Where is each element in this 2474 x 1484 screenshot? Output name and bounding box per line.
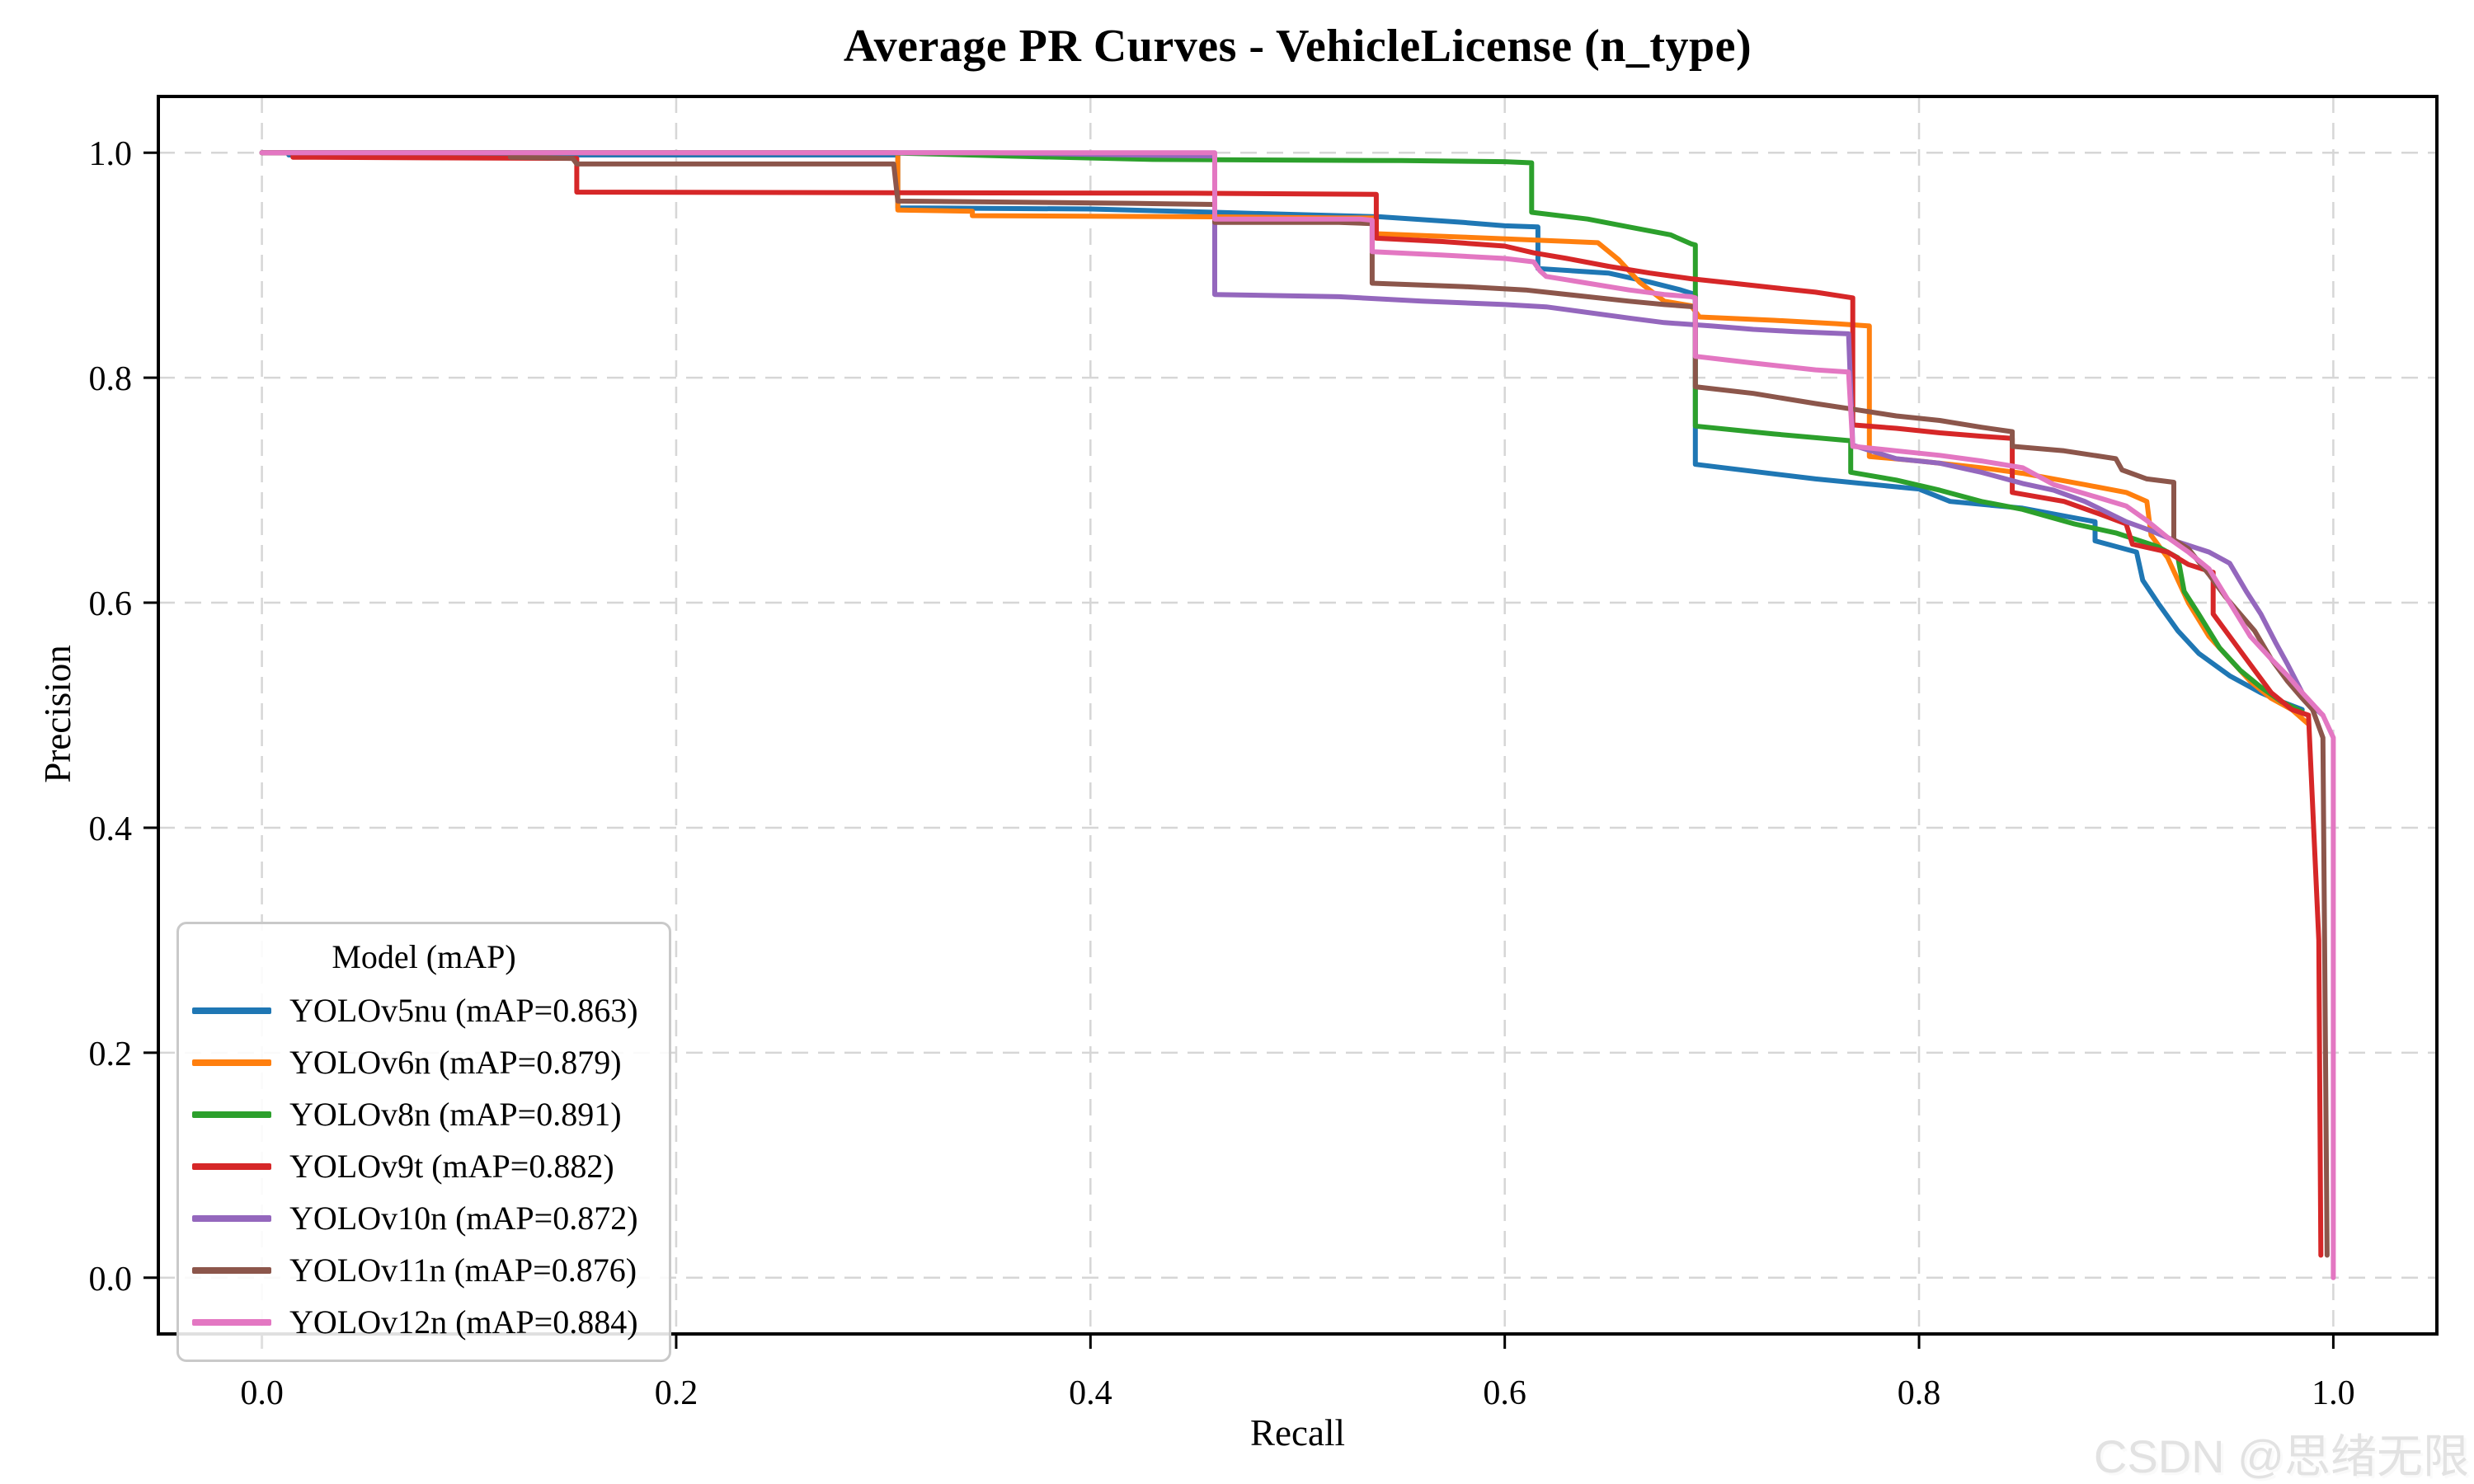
y-tick-label: 0.6 bbox=[89, 585, 133, 623]
legend-item: YOLOv6n (mAP=0.879) bbox=[179, 1036, 669, 1088]
y-tick-label: 0.0 bbox=[89, 1261, 133, 1298]
chart-title: Average PR Curves - VehicleLicense (n_ty… bbox=[843, 21, 1752, 72]
legend-line-swatch bbox=[192, 1059, 271, 1066]
legend-item: YOLOv9t (mAP=0.882) bbox=[179, 1140, 669, 1192]
legend-item: YOLOv11n (mAP=0.876) bbox=[179, 1244, 669, 1296]
curve-yolov9t bbox=[259, 150, 2324, 1258]
curve-yolov8n bbox=[259, 150, 2305, 715]
legend-title: Model (mAP) bbox=[332, 938, 516, 975]
x-tick-label: 0.2 bbox=[655, 1374, 698, 1412]
x-tick-label: 0.6 bbox=[1483, 1374, 1526, 1412]
legend-line-swatch bbox=[192, 1162, 271, 1170]
curve-yolov10n bbox=[259, 150, 2326, 718]
x-tick-label: 1.0 bbox=[2312, 1374, 2355, 1412]
x-tick-label: 0.8 bbox=[1898, 1374, 1941, 1412]
x-tick-label: 0.4 bbox=[1069, 1374, 1112, 1412]
y-axis-label: Precision bbox=[37, 645, 78, 783]
legend-item: YOLOv10n (mAP=0.872) bbox=[179, 1192, 669, 1244]
y-tick-label: 0.2 bbox=[89, 1036, 133, 1073]
legend-line-swatch bbox=[192, 1007, 271, 1014]
legend-item-label: YOLOv12n (mAP=0.884) bbox=[289, 1303, 638, 1341]
legend-item: YOLOv8n (mAP=0.891) bbox=[179, 1088, 669, 1140]
legend-item: YOLOv12n (mAP=0.884) bbox=[179, 1296, 669, 1348]
legend-line-swatch bbox=[192, 1266, 271, 1274]
x-tick-label: 0.0 bbox=[240, 1374, 284, 1412]
legend-item-label: YOLOv11n (mAP=0.876) bbox=[289, 1252, 637, 1289]
legend-item-label: YOLOv6n (mAP=0.879) bbox=[289, 1044, 622, 1081]
tick-labels: 0.0 0.2 0.4 0.6 0.8 1.0 0.0 0.2 0.4 0.6 0.8 1.0 bbox=[89, 135, 2355, 1412]
legend: Model (mAP) YOLOv5nu (mAP=0.863) YOLOv6n … bbox=[176, 922, 671, 1362]
y-tick-label: 1.0 bbox=[89, 135, 133, 173]
legend-item: YOLOv5nu (mAP=0.863) bbox=[179, 984, 669, 1036]
legend-line-swatch bbox=[192, 1318, 271, 1326]
plot-border bbox=[157, 95, 2439, 1336]
legend-item-label: YOLOv9t (mAP=0.882) bbox=[289, 1148, 614, 1185]
curve-yolov12n bbox=[259, 150, 2336, 1280]
legend-line-swatch bbox=[192, 1111, 271, 1118]
legend-item-label: YOLOv5nu (mAP=0.863) bbox=[289, 992, 638, 1029]
legend-item-label: YOLOv10n (mAP=0.872) bbox=[289, 1200, 638, 1237]
watermark: CSDN @思绪无限 bbox=[2093, 1430, 2469, 1482]
x-axis-label: Recall bbox=[1250, 1412, 1345, 1453]
pr-curves bbox=[259, 150, 2336, 1280]
legend-line-swatch bbox=[192, 1214, 271, 1222]
y-tick-label: 0.4 bbox=[89, 810, 133, 848]
y-tick-label: 0.8 bbox=[89, 360, 133, 398]
legend-items: YOLOv5nu (mAP=0.863) YOLOv6n (mAP=0.879) Y… bbox=[179, 984, 669, 1348]
legend-item-label: YOLOv8n (mAP=0.891) bbox=[289, 1096, 622, 1133]
